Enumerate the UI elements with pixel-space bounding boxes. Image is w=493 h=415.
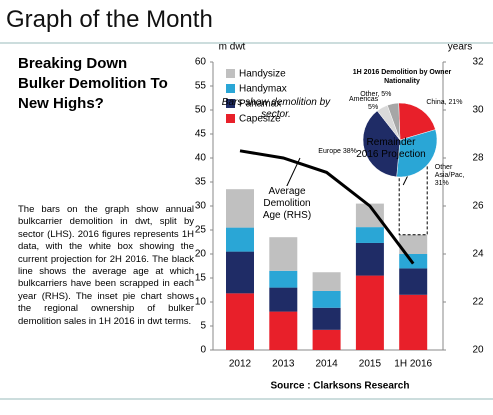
bar-segment xyxy=(269,287,298,312)
bar-segment xyxy=(269,311,298,350)
legend-label: Panamax xyxy=(239,99,281,110)
pie-label: Other Asia/Pac, 31% xyxy=(434,163,465,187)
bar-segment xyxy=(399,234,428,254)
headline: Breaking Down Bulker Demolition To New H… xyxy=(18,55,168,112)
y-tick-label: 10 xyxy=(195,297,207,308)
x-tick-label: 1H 2016 xyxy=(394,359,432,370)
legend-swatch xyxy=(226,99,235,108)
body-text: The bars on the graph show annual bulkca… xyxy=(18,204,194,327)
y-tick-label: 50 xyxy=(195,105,207,116)
legend-swatch xyxy=(226,84,235,93)
y-axis-label: m dwt xyxy=(219,42,246,53)
bar-segment xyxy=(312,272,341,291)
bar-segment xyxy=(399,268,428,295)
bar-segment xyxy=(312,290,341,308)
x-tick-label: 2015 xyxy=(359,359,382,370)
bar-segment xyxy=(312,329,341,350)
y2-tick-label: 32 xyxy=(472,57,484,68)
bar-segment xyxy=(269,270,298,288)
y2-tick-label: 28 xyxy=(472,153,484,164)
line-label: Average Demolition Age (RHS) xyxy=(255,186,319,222)
x-tick-label: 2014 xyxy=(315,359,338,370)
y-tick-label: 55 xyxy=(195,81,207,92)
bar-segment xyxy=(355,227,384,243)
pie-title: 1H 2016 Demolition by Owner Nationality xyxy=(352,69,452,85)
y-tick-label: 35 xyxy=(195,177,207,188)
legend-label: Capesize xyxy=(239,114,281,125)
bar-segment xyxy=(226,251,254,294)
legend-label: Handymax xyxy=(239,84,287,95)
y-tick-label: 5 xyxy=(200,321,206,332)
bar-segment xyxy=(399,294,428,350)
bar-segment xyxy=(355,203,384,228)
y2-tick-label: 22 xyxy=(472,297,484,308)
page-title: Graph of the Month xyxy=(6,6,213,33)
bar-segment xyxy=(269,237,298,271)
age-pointer xyxy=(284,157,301,191)
bar-segment xyxy=(355,242,384,276)
annotation: Bars show demolition by sector. xyxy=(221,97,331,120)
bar-segment xyxy=(226,227,254,252)
y2-tick-label: 20 xyxy=(472,345,484,356)
x-tick-label: 2013 xyxy=(272,359,295,370)
y2-tick-label: 24 xyxy=(472,249,484,260)
source: Source : Clarksons Research xyxy=(271,381,410,392)
pie-slice xyxy=(396,129,438,178)
y-tick-label: 20 xyxy=(195,249,207,260)
pie-label: Americas 5% xyxy=(348,95,379,111)
pie-label: China, 21% xyxy=(426,98,463,106)
bar-segment xyxy=(226,293,254,350)
bar-segment xyxy=(312,307,341,330)
age-line xyxy=(239,149,415,265)
y-tick-label: 15 xyxy=(195,273,207,284)
y2-tick-label: 30 xyxy=(472,105,484,116)
legend-swatch xyxy=(226,69,235,78)
y-tick-label: 40 xyxy=(195,153,207,164)
bar-segment xyxy=(226,189,254,228)
pie-slice xyxy=(362,110,401,178)
y2-axis-label: years xyxy=(448,42,472,53)
x-tick-label: 2012 xyxy=(229,359,252,370)
legend-swatch xyxy=(226,114,235,123)
y-tick-label: 60 xyxy=(195,57,207,68)
pie-label: Other, 5% xyxy=(360,90,392,98)
y-tick-label: 30 xyxy=(195,201,207,212)
pie-label: Europe 38% xyxy=(318,147,357,155)
projection-label: Remainder 2016 Projection xyxy=(356,137,426,160)
y-tick-label: 0 xyxy=(200,345,206,356)
y-tick-label: 45 xyxy=(195,129,207,140)
pie-slice xyxy=(398,102,436,141)
y-tick-label: 25 xyxy=(195,225,207,236)
legend-label: Handysize xyxy=(239,69,286,80)
y2-tick-label: 26 xyxy=(472,201,484,212)
bar-segment xyxy=(355,275,384,350)
pie-slice xyxy=(387,102,401,141)
